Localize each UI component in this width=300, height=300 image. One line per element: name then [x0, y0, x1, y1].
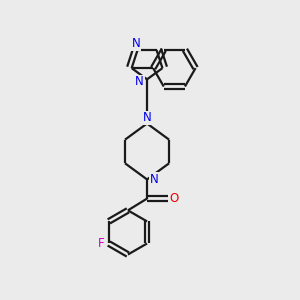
- Text: O: O: [169, 192, 179, 205]
- Text: N: N: [135, 75, 144, 88]
- Text: N: N: [150, 173, 159, 186]
- Text: N: N: [132, 37, 140, 50]
- Text: N: N: [143, 111, 152, 124]
- Text: F: F: [98, 237, 105, 250]
